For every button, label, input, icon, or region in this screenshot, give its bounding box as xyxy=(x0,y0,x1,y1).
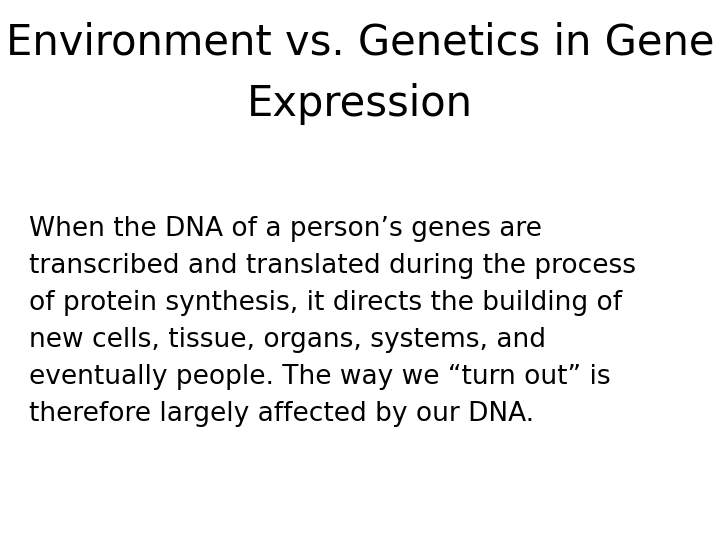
Text: Environment vs. Genetics in Gene
Expression: Environment vs. Genetics in Gene Express… xyxy=(6,22,714,125)
Text: When the DNA of a person’s genes are
transcribed and translated during the proce: When the DNA of a person’s genes are tra… xyxy=(29,216,636,427)
